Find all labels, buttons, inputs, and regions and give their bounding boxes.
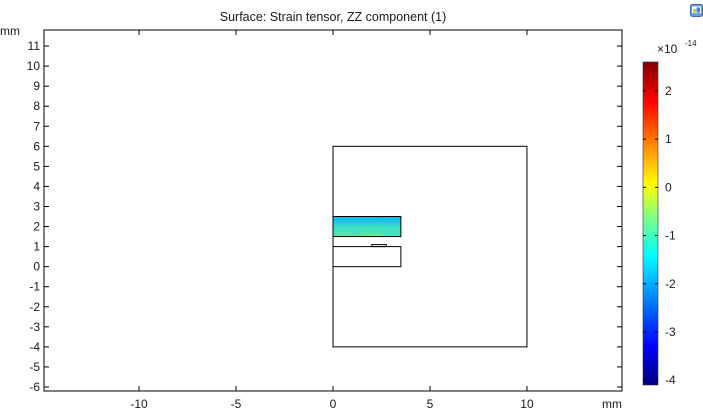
y-tick-label: 11 <box>28 39 41 53</box>
y-tick-label: 2 <box>33 220 40 234</box>
colorbar-tick-label: 1 <box>665 132 672 146</box>
colorbar-tick-label: -1 <box>665 229 676 243</box>
y-tick-label: 4 <box>33 179 40 193</box>
colorbar-tick-label: 2 <box>665 84 672 98</box>
colorbar-ticks: 2 1 0 -1 -2 -3 -4 <box>643 84 676 387</box>
colorbar-gradient <box>642 61 659 386</box>
y-tick-label: -2 <box>29 300 40 314</box>
y-tick-label: 3 <box>33 199 40 213</box>
y-tick-label: 9 <box>33 79 40 93</box>
geometry-outlines <box>332 145 528 348</box>
y-tick-label: -3 <box>29 320 40 334</box>
y-tick-label: -4 <box>29 340 40 354</box>
colorbar-tick-label: -2 <box>665 277 676 291</box>
y-tick-label: 1 <box>33 240 40 254</box>
image-export-icon[interactable] <box>690 4 703 17</box>
y-tick-label: 10 <box>27 59 41 73</box>
y-tick-label: 5 <box>33 159 40 173</box>
surface-cold-spot <box>368 216 385 226</box>
surface-cold-corner <box>392 216 401 224</box>
x-tick-label: -10 <box>130 397 148 411</box>
y-tick-label: -1 <box>29 280 40 294</box>
colorbar: ×10 -14 2 1 0 -1 -2 -3 -4 <box>642 39 697 387</box>
x-tick-label: 0 <box>330 397 337 411</box>
x-axis-unit-label: mm <box>602 397 622 411</box>
y-axis-unit-label: mm <box>0 24 20 38</box>
x-tick-label: -5 <box>231 397 242 411</box>
x-tick-label: 10 <box>520 397 534 411</box>
y-tick-label: 0 <box>33 260 40 274</box>
geometry-lower-block <box>332 246 402 268</box>
y-tick-label: 7 <box>33 119 40 133</box>
y-axis: -6 -5 -4 -3 -2 -1 0 1 2 3 4 5 6 7 8 9 10 11 <box>27 39 622 394</box>
geometry-upper-block <box>332 216 402 238</box>
y-tick-label: 6 <box>33 139 40 153</box>
y-tick-label: 8 <box>33 99 40 113</box>
colorbar-exponent: -14 <box>685 39 697 48</box>
x-tick-label: 5 <box>427 397 434 411</box>
colorbar-tick-label: -3 <box>665 325 676 339</box>
strain-surface <box>333 216 401 237</box>
chart-title: Surface: Strain tensor, ZZ component (1) <box>220 10 447 24</box>
y-tick-label: -5 <box>29 360 40 374</box>
geometry-contact-pad <box>371 244 387 248</box>
y-tick-label: -6 <box>29 380 40 394</box>
colorbar-multiplier: ×10 <box>657 42 678 56</box>
colorbar-tick-label: -4 <box>665 373 676 387</box>
x-axis: -10 -5 0 5 10 <box>130 30 534 411</box>
colorbar-tick-label: 0 <box>665 180 672 194</box>
